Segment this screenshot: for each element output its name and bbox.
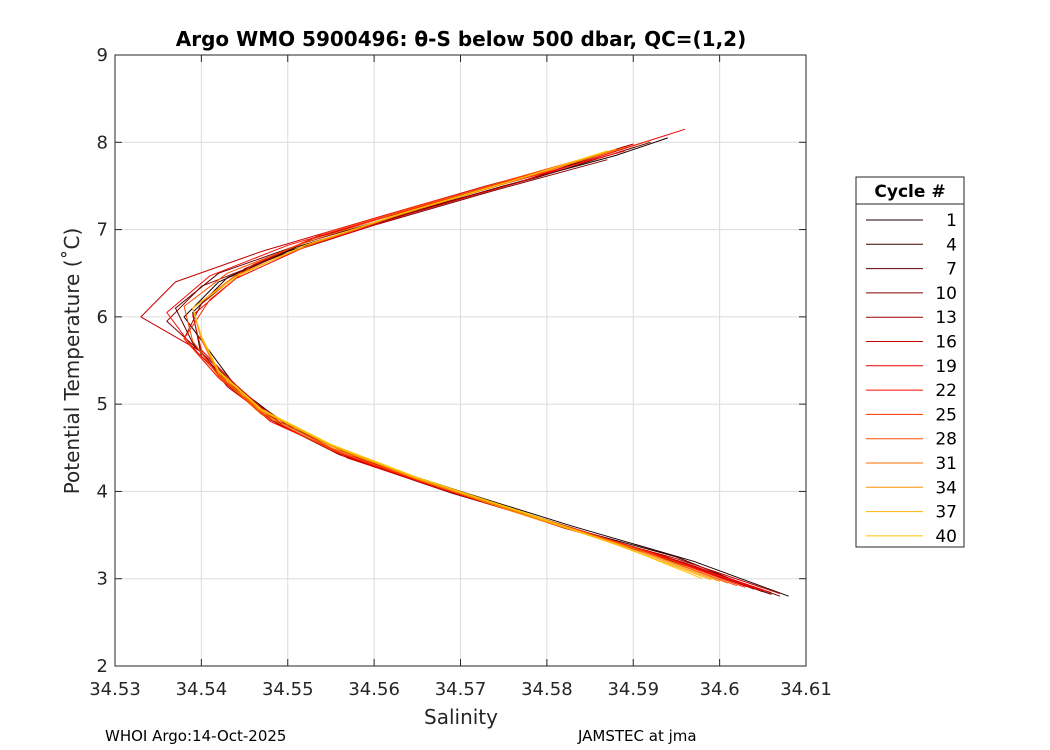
chart-title: Argo WMO 5900496: θ-S below 500 dbar, QC…	[176, 27, 746, 51]
legend: Cycle # 1 4 7 10 13 16 19 22 25 28 31 34 37 40	[855, 176, 965, 548]
x-tick-label: 34.54	[176, 679, 228, 700]
y-tick-label: 6	[97, 307, 108, 328]
legend-label: 25	[935, 405, 957, 425]
y-tick-label: 9	[97, 45, 108, 66]
x-axis-label: Salinity	[424, 705, 498, 729]
x-tick-label: 34.53	[89, 679, 141, 700]
x-tick-label: 34.59	[607, 679, 659, 700]
legend-label: 13	[935, 308, 957, 328]
legend-title: Cycle #	[874, 182, 945, 202]
series-layer	[140, 128, 789, 597]
legend-label: 4	[946, 235, 957, 255]
y-tick-label: 4	[97, 481, 108, 502]
legend-label: 31	[935, 454, 957, 474]
y-tick-label: 7	[97, 220, 108, 241]
x-tick-label: 34.58	[521, 679, 573, 700]
legend-label: 19	[935, 357, 957, 377]
legend-label: 1	[946, 211, 957, 231]
axis-ticks: 34.53 34.54 34.55 34.56 34.57 34.58 34.59 34.6 3…	[89, 45, 832, 700]
legend-label: 37	[935, 503, 957, 523]
legend-label: 16	[935, 333, 957, 353]
footer-left-credit: WHOI Argo:14-Oct-2025	[105, 727, 287, 745]
legend-label: 10	[935, 284, 957, 304]
x-tick-label: 34.6	[700, 679, 740, 700]
y-tick-label: 5	[97, 394, 108, 415]
series-line-10	[192, 147, 729, 584]
y-tick-label: 3	[97, 569, 108, 590]
legend-label: 40	[935, 527, 957, 547]
legend-label: 7	[946, 260, 957, 280]
y-axis-label: Potential Temperature (˚C)	[60, 228, 84, 495]
plot-area: 34.53 34.54 34.55 34.56 34.57 34.58 34.59 34.6 3…	[89, 45, 832, 700]
legend-label: 28	[935, 430, 957, 450]
series-line-13	[192, 150, 703, 580]
x-tick-label: 34.55	[262, 679, 314, 700]
y-tick-label: 2	[97, 656, 108, 677]
x-tick-label: 34.61	[780, 679, 832, 700]
y-tick-label: 8	[97, 132, 108, 153]
legend-label: 22	[935, 381, 957, 401]
legend-box	[855, 176, 965, 548]
footer-right-credit: JAMSTEC at jma	[578, 727, 697, 745]
x-tick-label: 34.56	[348, 679, 400, 700]
legend-entries: 1 4 7 10 13 16 19 22 25 28 31 34 37 40	[866, 211, 957, 547]
legend-label: 34	[935, 478, 957, 498]
x-tick-label: 34.57	[435, 679, 487, 700]
